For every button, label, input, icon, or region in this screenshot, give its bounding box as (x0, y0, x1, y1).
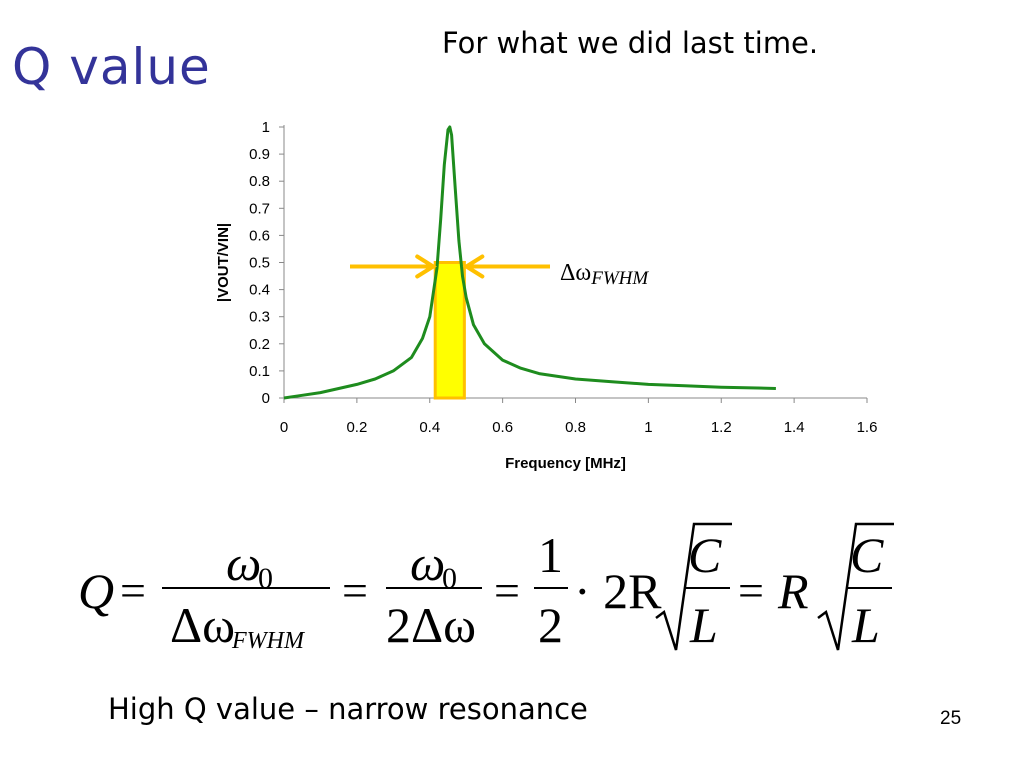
eq-dot-2r: · 2R (574, 563, 662, 619)
eq-delta-omega-den: Δω (170, 597, 236, 653)
q-equation: Q = ω 0 Δω FWHM = ω 0 2Δω = 1 2 · 2R C L… (74, 520, 904, 660)
x-tick-label: 0.2 (346, 419, 367, 436)
eq-equals-1: = (120, 565, 146, 616)
fwhm-label: ΔωFWHM (560, 260, 649, 289)
series-line (283, 125, 776, 400)
annotation-layer: ΔωFWHM (350, 254, 649, 289)
y-axis-label: |VOUT/VIN| (215, 223, 232, 302)
y-tick-label: 1 (262, 119, 270, 136)
eq-sqrt-2 (817, 522, 894, 651)
x-tick-label: 1.6 (857, 419, 878, 436)
page-number: 25 (940, 708, 962, 729)
y-tick-label: 0.1 (249, 363, 270, 380)
eq-omega0-num-1: ω (226, 535, 262, 591)
y-tick-label: 0 (262, 390, 270, 407)
y-tick-label: 0.7 (249, 200, 270, 217)
eq-omega0-num-2: ω (410, 535, 446, 591)
eq-c-1: C (688, 527, 722, 583)
y-tick-label: 0.2 (249, 336, 270, 353)
left-arrow-head (415, 254, 437, 279)
y-tick-label: 0.4 (249, 282, 270, 299)
eq-fwhm-sub: FWHM (232, 628, 304, 654)
x-tick-label: 0.6 (492, 419, 513, 436)
eq-fraction-bar-1 (162, 587, 330, 589)
slide-title: Q value (12, 38, 211, 96)
slide-caption: High Q value – narrow resonance (108, 692, 588, 726)
eq-sqrt-1 (655, 522, 732, 651)
eq-c-2: C (850, 527, 884, 583)
eq-l-2: L (852, 597, 880, 653)
x-tick-label: 0 (280, 419, 288, 436)
eq-two: 2 (538, 597, 563, 653)
right-arrow-head (462, 254, 485, 279)
y-tick-label: 0.3 (249, 309, 270, 326)
slide-subtitle: For what we did last time. (442, 26, 819, 60)
x-tick-label: 1.4 (784, 419, 805, 436)
x-tick-label: 0.4 (419, 419, 440, 436)
eq-fraction-bar-3 (534, 587, 568, 589)
eq-q: Q (78, 563, 115, 619)
eq-zero-sub-1: 0 (258, 562, 273, 595)
chart-axes: 0 0.1 0.2 0.3 0.4 0.5 0.6 0.7 0.8 0.9 1 0 0.2 0.4 0.6 0… (215, 119, 877, 472)
eq-equals-2: = (342, 565, 368, 616)
eq-r: R (778, 563, 809, 619)
fwhm-band-layer (433, 261, 466, 400)
eq-equals-4: = (738, 565, 764, 616)
eq-two-delta-omega: 2Δω (386, 597, 477, 653)
fwhm-band (433, 261, 466, 400)
x-tick-label: 0.8 (565, 419, 586, 436)
y-tick-label: 0.8 (249, 173, 270, 190)
y-tick-label: 0.5 (249, 255, 270, 272)
eq-fraction-bar-4 (686, 587, 730, 589)
y-tick-label: 0.9 (249, 146, 270, 163)
eq-fraction-bar-5 (848, 587, 892, 589)
x-tick-label: 1 (644, 419, 652, 436)
series-line-layer (283, 125, 776, 400)
resonance-chart: 0 0.1 0.2 0.3 0.4 0.5 0.6 0.7 0.8 0.9 1 0 0.2 0.4 0.6 0… (215, 119, 877, 472)
x-tick-label: 1.2 (711, 419, 732, 436)
eq-fraction-bar-2 (386, 587, 482, 589)
eq-l-1: L (690, 597, 718, 653)
eq-one: 1 (538, 527, 563, 583)
eq-equals-3: = (494, 565, 520, 616)
eq-zero-sub-2: 0 (442, 562, 457, 595)
x-axis-label: Frequency [MHz] (505, 455, 626, 472)
y-tick-label: 0.6 (249, 227, 270, 244)
